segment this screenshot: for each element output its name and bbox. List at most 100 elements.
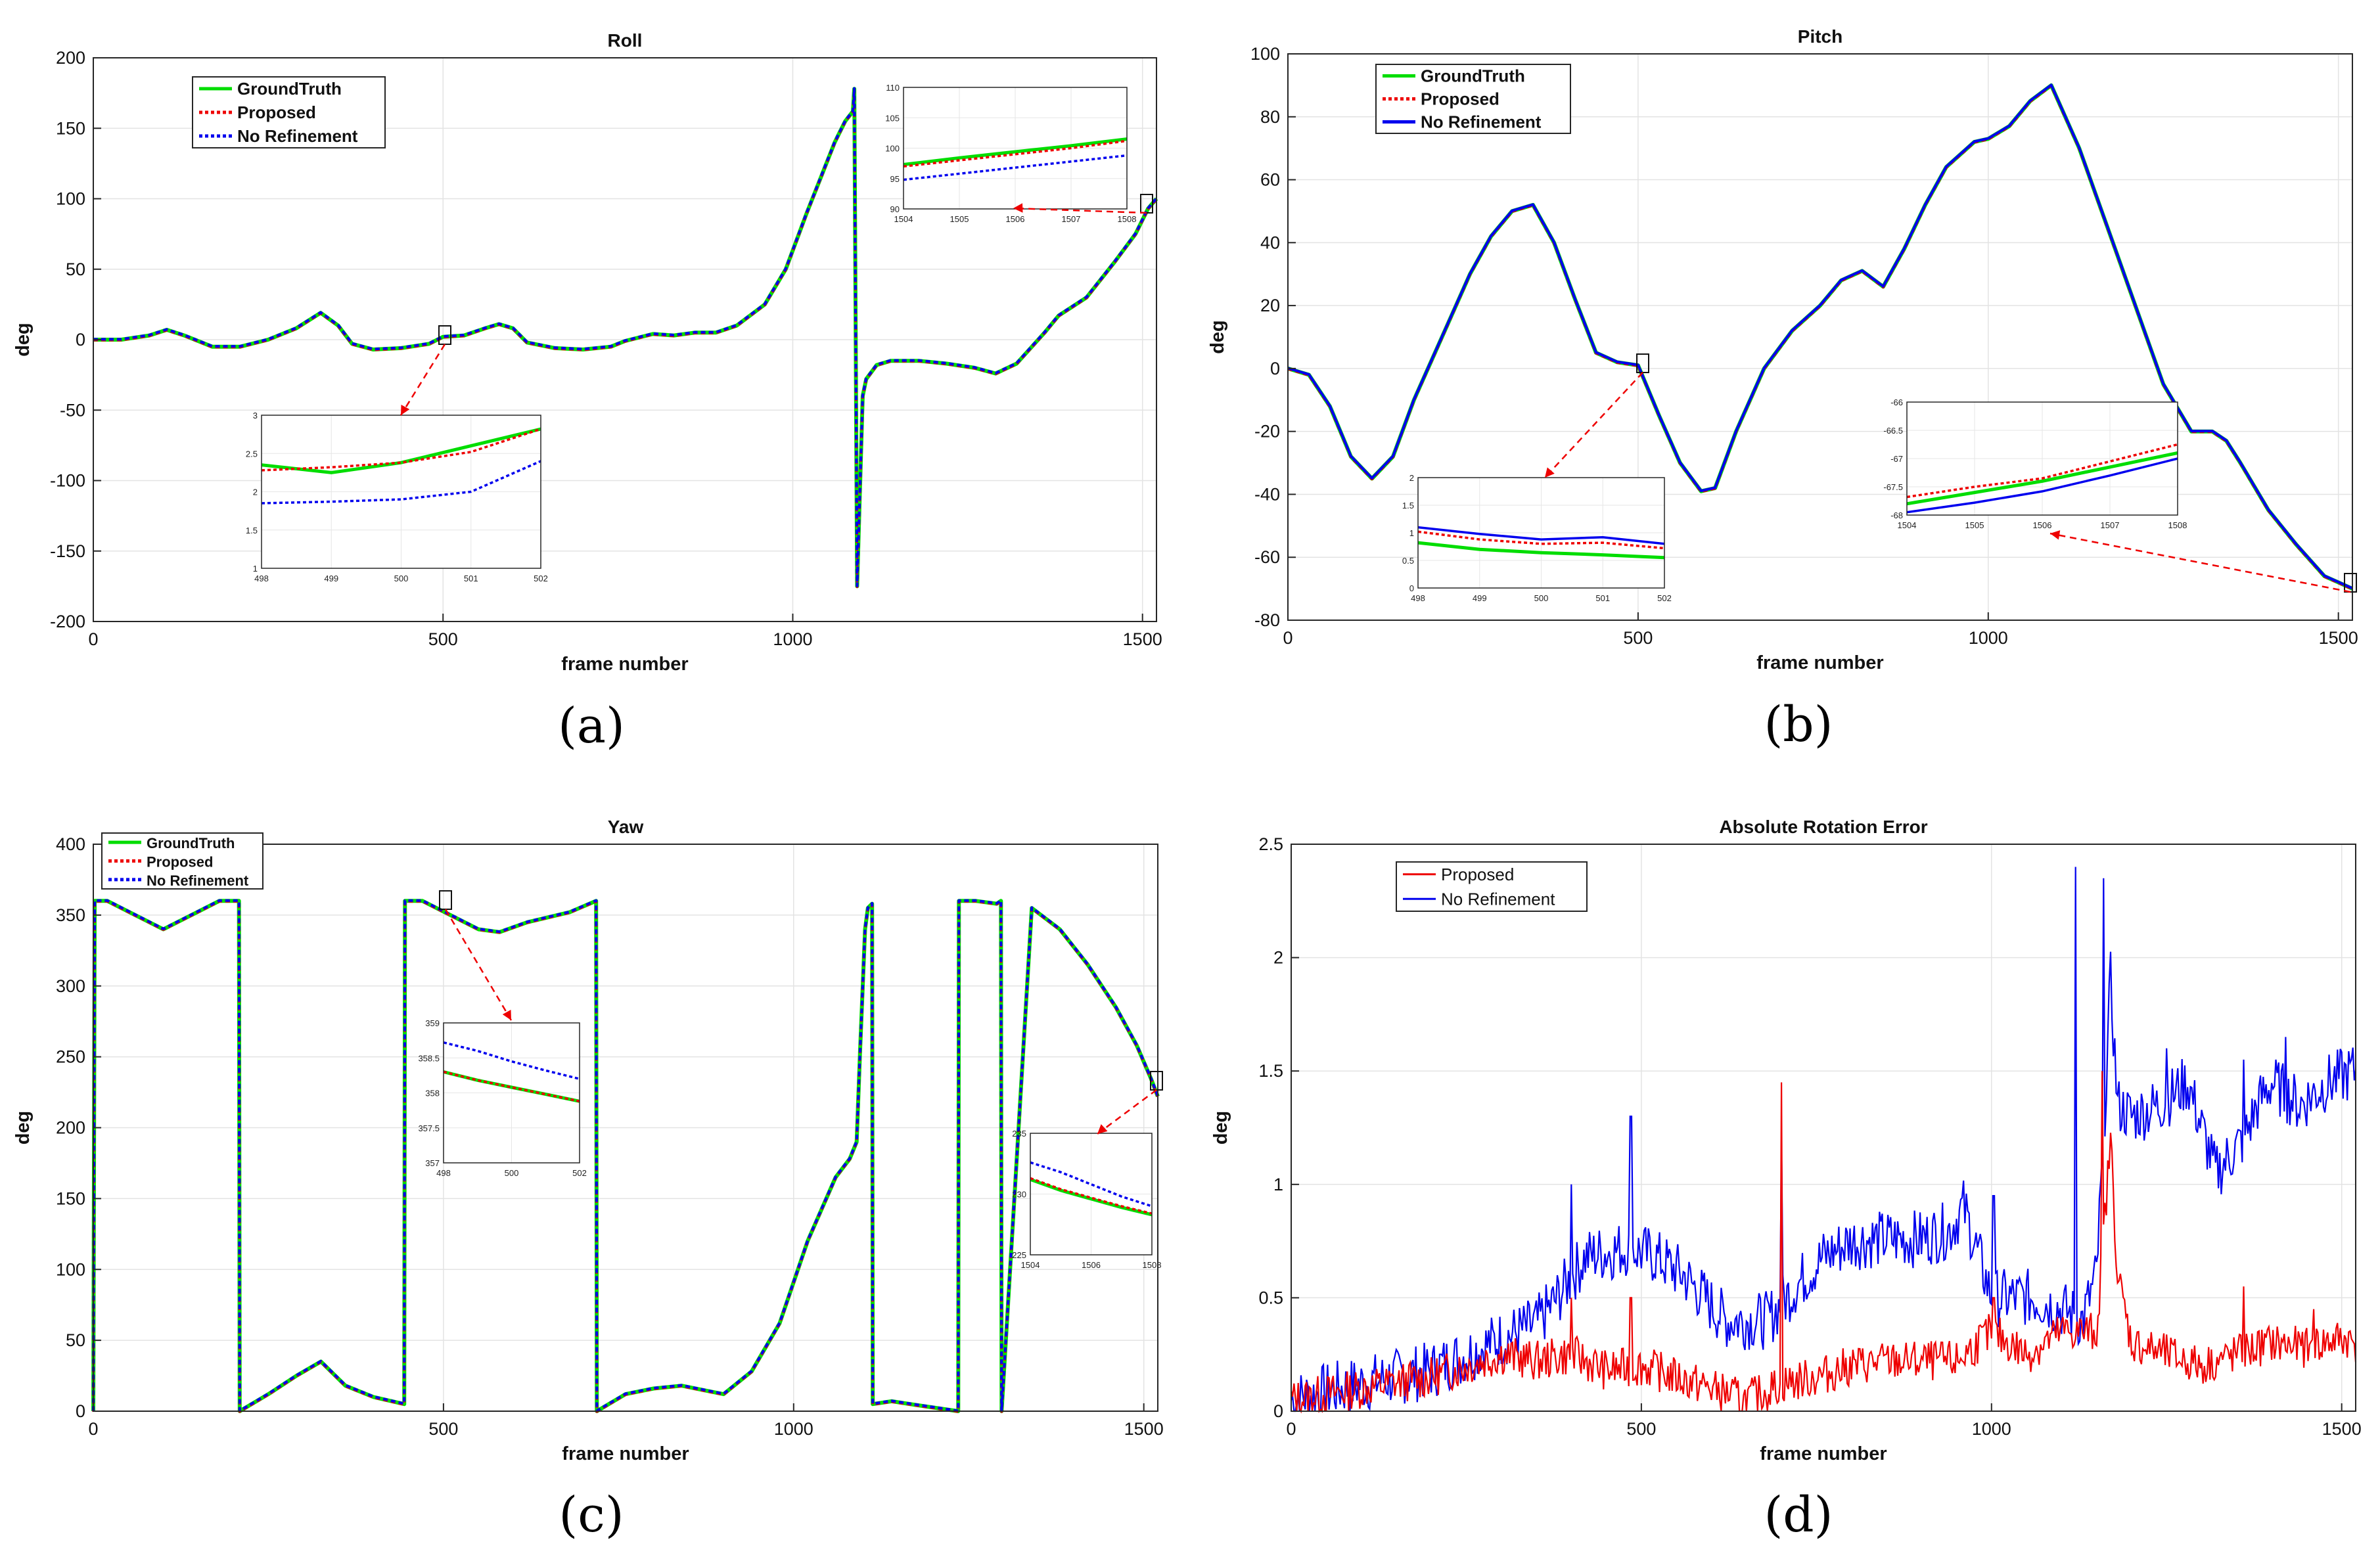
zoom-pointer-arrowhead	[401, 405, 410, 415]
y-tick-label: -100	[50, 471, 85, 491]
x-tick-label: 1000	[773, 629, 812, 649]
x-axis-label: frame number	[561, 654, 688, 675]
x-tick-label: 1500	[2322, 1419, 2362, 1439]
x-tick-label: 1000	[774, 1419, 813, 1439]
legend: Proposed No Refinement	[1396, 861, 1588, 912]
inset-1: 498 500 502 357 357.5 358 358.5 359	[418, 1018, 586, 1178]
y-tick-label: 1	[1273, 1175, 1283, 1194]
inset-1: 498 499 500 501 502 1 1.5 2 2.5 3	[246, 411, 548, 583]
inset-y-tick-label: 357	[425, 1158, 440, 1168]
y-axis-label: deg	[1207, 320, 1228, 354]
inset-series-line	[903, 137, 1128, 166]
inset-1: 498 499 500 501 502 0 0.5 1 1.5 2	[1402, 473, 1672, 603]
zoom-pointer-arrowhead	[1545, 467, 1555, 478]
inset-frame	[1906, 401, 2178, 516]
inset-y-tick-label: 2.5	[246, 449, 258, 459]
legend-label: Proposed	[147, 854, 213, 870]
x-axis-label: frame number	[1756, 652, 1883, 673]
inset-x-tick-label: 1508	[2168, 520, 2187, 530]
legend-label: No Refinement	[237, 126, 358, 146]
series-line-proposed	[1290, 1071, 2357, 1414]
x-tick-label: 500	[428, 1419, 458, 1439]
y-tick-label: 200	[56, 1118, 85, 1138]
inset-series-line	[1030, 1177, 1153, 1217]
chart-title: Yaw	[608, 817, 644, 837]
y-tick-label: 60	[1260, 170, 1280, 190]
y-tick-label: -80	[1254, 610, 1280, 630]
inset-x-tick-label: 502	[572, 1168, 587, 1178]
y-tick-label: 400	[56, 834, 85, 854]
inset-y-tick-label: -68	[1890, 510, 1903, 520]
inset-x-tick-label: 500	[394, 574, 409, 583]
inset-frame	[443, 1022, 580, 1164]
y-tick-label: -200	[50, 612, 85, 631]
legend-box	[1396, 861, 1588, 912]
x-tick-label: 0	[88, 629, 98, 649]
legend-label: No Refinement	[1421, 112, 1542, 132]
y-tick-label: 1.5	[1258, 1061, 1283, 1081]
axes-frame	[1287, 53, 2353, 621]
x-tick-label: 500	[1626, 1419, 1656, 1439]
y-tick-label: 0	[76, 330, 85, 350]
legend: GroundTruth Proposed No Refinement	[101, 832, 263, 890]
legend: GroundTruth Proposed No Refinement	[1375, 64, 1571, 134]
x-axis-label: frame number	[1760, 1443, 1887, 1464]
y-tick-label: 2.5	[1258, 834, 1283, 854]
chart-title: Absolute Rotation Error	[1719, 817, 1927, 837]
legend: GroundTruth Proposed No Refinement	[192, 76, 386, 148]
y-tick-label: 300	[56, 976, 85, 996]
legend-label: No Refinement	[147, 872, 249, 889]
inset-series-line	[443, 1070, 580, 1103]
y-tick-label: 50	[66, 260, 85, 279]
inset-y-tick-label: 1.5	[1402, 501, 1414, 510]
y-tick-label: -150	[50, 541, 85, 561]
y-axis-label: deg	[12, 1111, 34, 1145]
inset-y-tick-label: 0	[1409, 583, 1414, 593]
inset-series-line	[1417, 530, 1665, 550]
inset-y-tick-label: -66	[1890, 397, 1903, 407]
y-axis-label: deg	[12, 323, 34, 357]
inset-y-tick-label: 2	[253, 487, 258, 497]
series-line-no-refinement	[1287, 83, 2353, 590]
axes-frame	[1291, 844, 2356, 1412]
x-tick-label: 1500	[1123, 629, 1162, 649]
x-tick-label: 1000	[1969, 628, 2008, 648]
panel-3: 0 500 1000 1500 0 50 100 150 200 250 300 350 400 Yaw f…	[12, 817, 1164, 1543]
series-line-no-refinement	[92, 899, 1159, 1412]
y-tick-label: 40	[1260, 233, 1280, 252]
inset-y-tick-label: 235	[1012, 1129, 1026, 1139]
legend-label: GroundTruth	[237, 79, 342, 99]
panel-caption: (b)	[1764, 696, 1833, 753]
zoom-pointer-line	[1097, 1089, 1157, 1135]
inset-x-tick-label: 500	[1534, 593, 1549, 603]
y-tick-label: 200	[56, 48, 85, 68]
inset-y-tick-label: 230	[1012, 1190, 1026, 1200]
chart-title: Roll	[608, 30, 643, 51]
inset-x-tick-label: 498	[1411, 593, 1425, 603]
inset-y-tick-label: 1	[1409, 528, 1414, 538]
y-axis-label: deg	[1210, 1111, 1231, 1145]
inset-x-tick-label: 498	[254, 574, 269, 583]
inset-x-tick-label: 501	[1595, 593, 1610, 603]
legend-label: GroundTruth	[1421, 66, 1525, 86]
inset-y-tick-label: 0.5	[1402, 556, 1414, 566]
panel-caption: (c)	[559, 1487, 624, 1543]
legend-label: GroundTruth	[147, 835, 235, 851]
inset-y-tick-label: 2	[1409, 473, 1414, 483]
y-tick-label: 350	[56, 905, 85, 925]
y-tick-label: 2	[1273, 948, 1283, 968]
y-tick-label: 250	[56, 1047, 85, 1067]
zoom-pointer-arrowhead	[1097, 1124, 1108, 1134]
inset-series-line	[1906, 443, 2178, 499]
x-tick-label: 0	[1286, 1419, 1296, 1439]
x-tick-label: 0	[1283, 628, 1293, 648]
zoom-pointer-line	[2049, 532, 2351, 593]
inset-y-tick-label: 105	[885, 113, 900, 123]
inset-y-tick-label: 359	[425, 1018, 440, 1028]
inset-y-tick-label: 358.5	[418, 1053, 440, 1063]
inset-x-tick-label: 1508	[1143, 1260, 1162, 1270]
y-tick-label: 0.5	[1258, 1288, 1283, 1307]
inset-x-tick-label: 1504	[1021, 1260, 1040, 1270]
y-tick-label: -40	[1254, 484, 1280, 504]
